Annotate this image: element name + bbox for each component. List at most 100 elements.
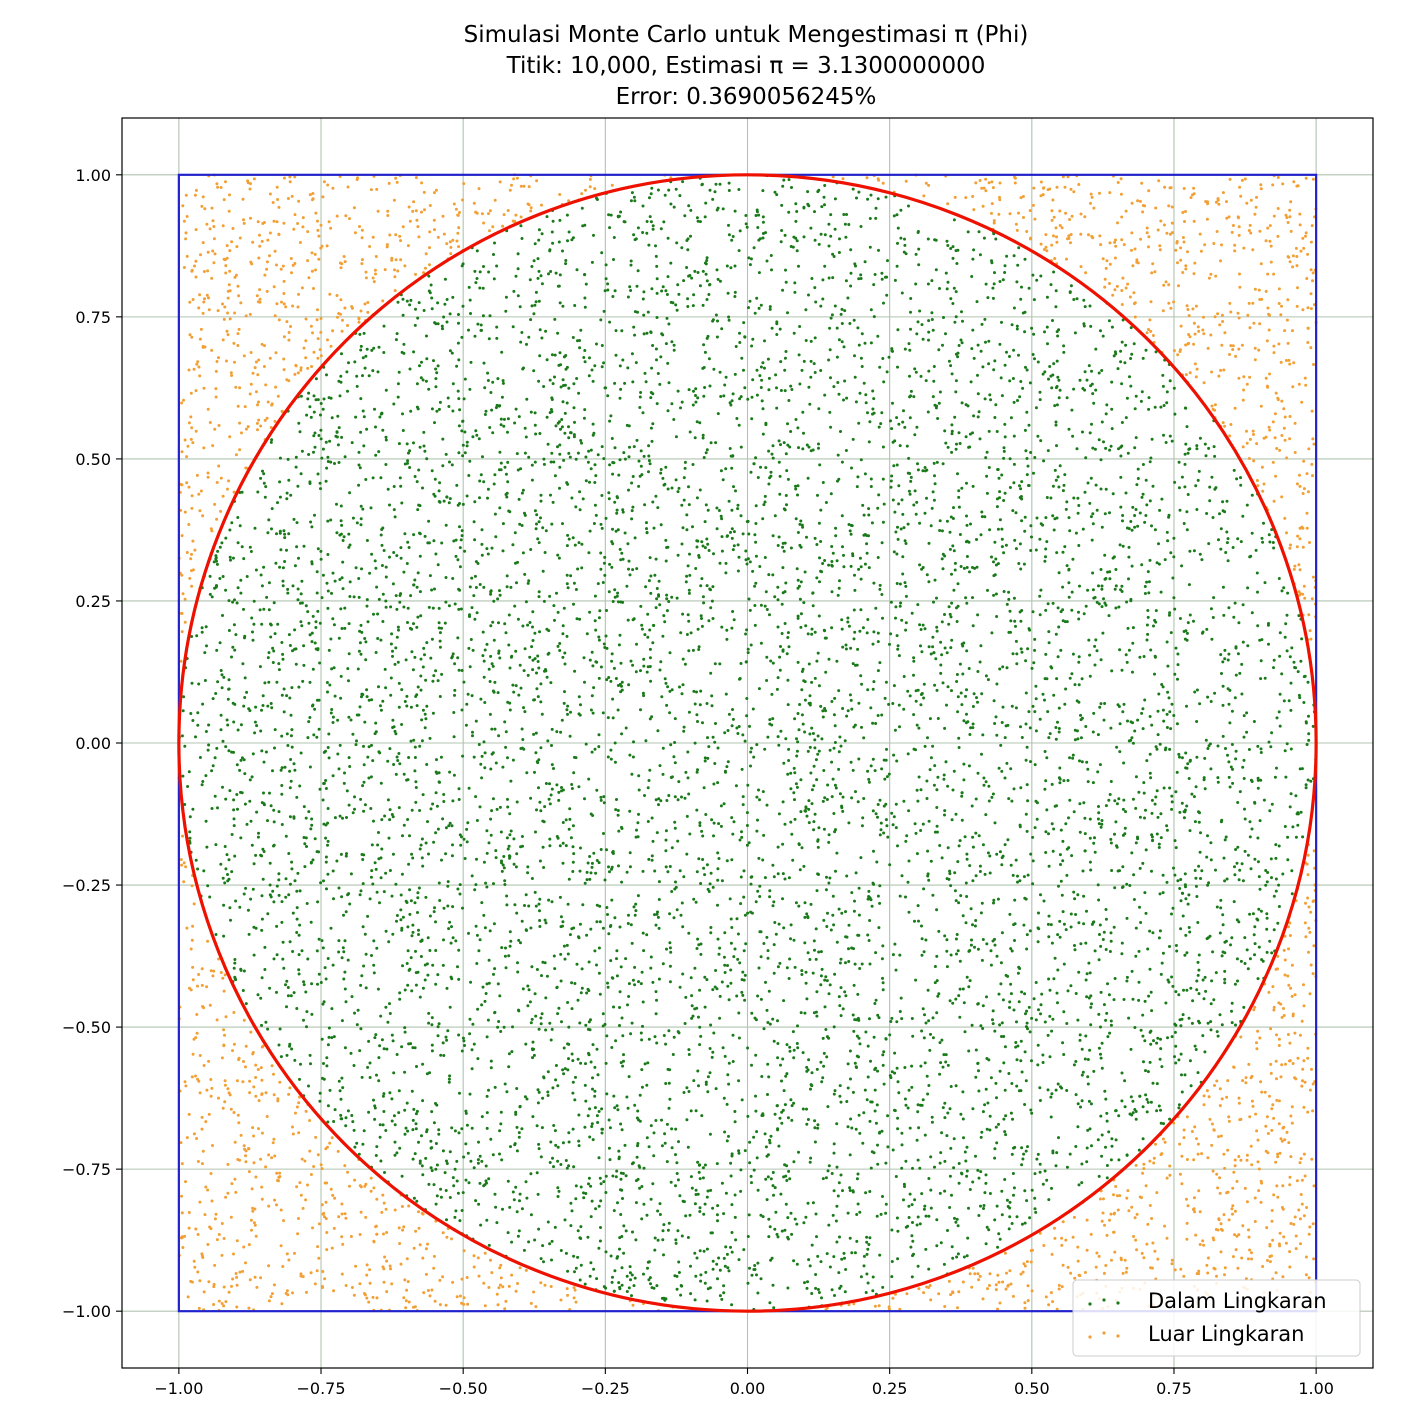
point-dalam [572, 852, 576, 856]
point-dalam [403, 1070, 407, 1074]
point-dalam [1086, 1058, 1090, 1061]
point-dalam [772, 971, 776, 975]
point-dalam [718, 946, 722, 950]
point-dalam [902, 707, 906, 711]
point-dalam [971, 923, 974, 927]
point-dalam [654, 923, 658, 927]
point-dalam [497, 651, 501, 655]
point-dalam [641, 691, 645, 695]
point-dalam [536, 695, 540, 699]
point-dalam [369, 775, 373, 779]
point-dalam [976, 1061, 980, 1065]
point-dalam [746, 557, 750, 561]
point-dalam [858, 629, 862, 633]
point-dalam [685, 633, 689, 636]
point-luar [256, 1068, 260, 1071]
point-dalam [580, 206, 584, 210]
point-luar [180, 1162, 184, 1166]
point-dalam [694, 394, 697, 397]
point-dalam [245, 690, 249, 694]
point-dalam [655, 358, 658, 362]
point-dalam [200, 630, 204, 634]
point-dalam [540, 282, 544, 286]
point-dalam [654, 606, 658, 610]
point-luar [1052, 234, 1055, 238]
point-dalam [1029, 1108, 1033, 1112]
point-dalam [657, 797, 661, 801]
point-dalam [621, 358, 625, 362]
point-dalam [418, 847, 422, 851]
point-dalam [934, 268, 938, 272]
point-dalam [965, 975, 969, 979]
point-dalam [1249, 867, 1253, 871]
point-dalam [287, 478, 291, 482]
point-dalam [957, 844, 961, 848]
point-dalam [601, 1012, 605, 1016]
point-dalam [1286, 858, 1290, 862]
point-dalam [491, 431, 495, 435]
point-dalam [869, 341, 873, 345]
point-dalam [615, 974, 619, 978]
point-dalam [653, 913, 656, 917]
point-dalam [742, 321, 746, 325]
point-luar [381, 1193, 385, 1197]
point-dalam [858, 1042, 862, 1046]
point-dalam [594, 513, 598, 517]
point-dalam [477, 437, 481, 441]
point-dalam [983, 397, 987, 401]
point-dalam [803, 809, 807, 813]
point-dalam [342, 535, 346, 539]
point-dalam [642, 949, 646, 953]
point-dalam [517, 1135, 521, 1139]
point-dalam [367, 776, 371, 780]
point-dalam [1131, 626, 1135, 630]
point-luar [1050, 243, 1054, 247]
point-dalam [847, 821, 851, 825]
point-dalam [1157, 1104, 1161, 1108]
point-dalam [481, 630, 485, 634]
point-dalam [499, 417, 503, 421]
point-dalam [922, 887, 926, 891]
point-dalam [863, 260, 867, 264]
point-dalam [945, 877, 949, 881]
point-luar [308, 193, 312, 197]
point-dalam [589, 708, 593, 712]
point-dalam [1033, 357, 1036, 361]
point-dalam [1008, 457, 1012, 461]
point-dalam [336, 752, 340, 756]
point-dalam [884, 1202, 888, 1206]
point-dalam [1032, 997, 1036, 1001]
point-dalam [1265, 927, 1269, 931]
point-dalam [1105, 1011, 1109, 1015]
point-dalam [641, 869, 645, 873]
point-luar [223, 1033, 226, 1037]
point-dalam [763, 494, 767, 498]
point-dalam [249, 550, 253, 553]
point-dalam [697, 1170, 701, 1174]
point-dalam [525, 342, 528, 346]
point-luar [1223, 1273, 1226, 1277]
point-dalam [1188, 549, 1192, 553]
point-dalam [566, 586, 570, 590]
point-dalam [759, 1277, 763, 1281]
point-dalam [412, 1196, 416, 1200]
point-dalam [282, 966, 286, 970]
point-dalam [594, 628, 598, 632]
point-dalam [812, 1011, 816, 1015]
point-dalam [558, 895, 562, 899]
point-dalam [1076, 1102, 1080, 1106]
point-luar [1203, 243, 1207, 247]
point-dalam [558, 273, 562, 277]
point-luar [273, 419, 277, 423]
point-luar [1268, 1094, 1271, 1098]
point-dalam [1304, 720, 1308, 724]
point-dalam [562, 944, 566, 948]
point-dalam [930, 1120, 934, 1124]
point-dalam [1234, 848, 1238, 851]
point-dalam [1000, 769, 1004, 773]
point-dalam [869, 764, 873, 768]
point-dalam [401, 834, 404, 838]
point-luar [196, 360, 200, 364]
point-dalam [869, 706, 873, 710]
point-dalam [1177, 1058, 1181, 1062]
